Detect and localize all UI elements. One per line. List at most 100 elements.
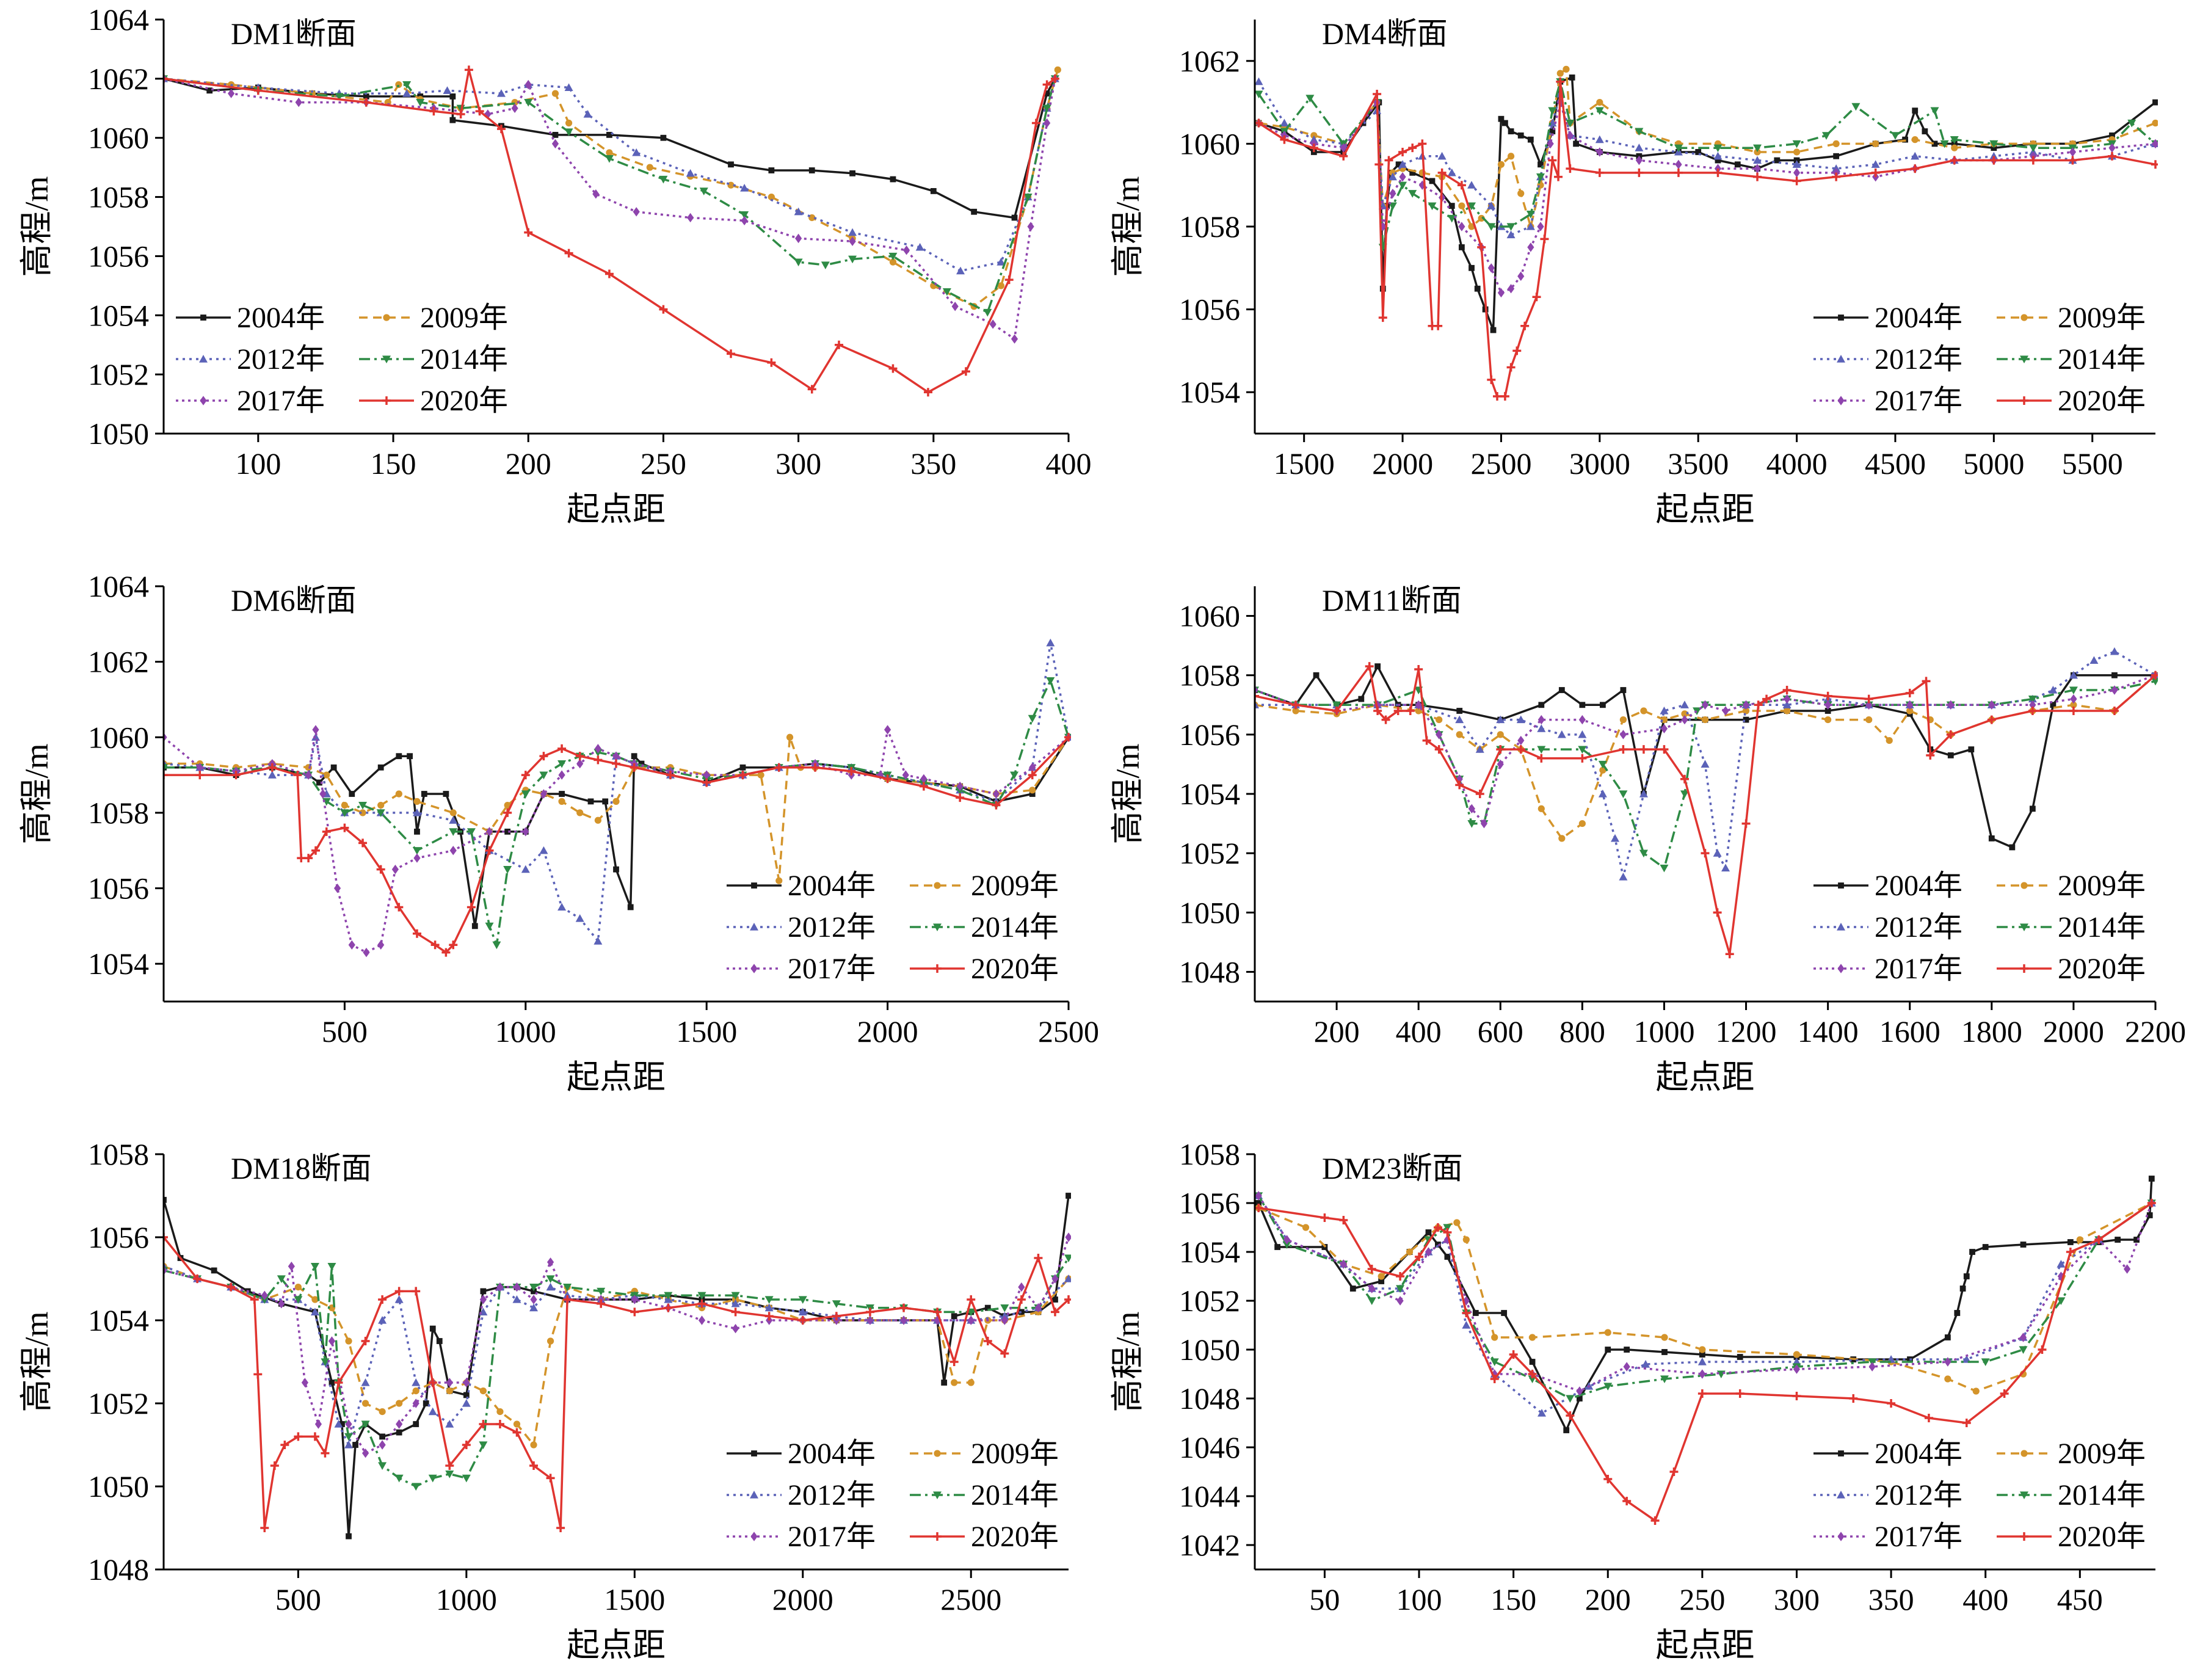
data-point-2012 [731,1299,740,1307]
y-tick-label: 1064 [88,2,149,37]
data-point-2009 [1906,707,1914,715]
data-point-2014 [1619,790,1628,798]
data-point-2004 [1922,128,1928,134]
data-point-2014 [1693,707,1702,715]
data-point-2004 [396,753,402,760]
data-point-2012 [956,266,965,275]
legend-marker-2020 [382,396,391,405]
data-point-2009 [1793,148,1801,156]
y-axis-label: 高程/m [18,1311,55,1412]
y-tick-label: 1058 [88,1137,149,1171]
data-point-2020 [630,763,639,772]
data-point-2014 [1367,1297,1376,1305]
data-point-2009 [775,877,783,884]
data-point-2012 [334,1420,343,1428]
data-point-2004 [951,1313,957,1320]
data-point-2020 [1422,736,1431,745]
data-point-2004 [1395,161,1402,168]
x-axis-label: 起点距 [1656,1627,1755,1664]
data-point-2017 [1468,804,1475,813]
data-point-2014 [1467,202,1476,211]
data-point-2004 [504,828,511,835]
data-point-2004 [1529,1359,1536,1365]
data-point-2017 [1537,222,1544,231]
data-point-2012 [1398,160,1407,168]
chart-panel-6: 50 100 150 200 250 300 350 400 450 1042 1044 1046 10… [1109,1137,2156,1664]
data-point-2012 [997,258,1006,266]
data-point-2020 [1434,745,1443,754]
data-point-2020 [1378,313,1387,322]
x-tick-label: 4500 [1865,446,1926,481]
data-point-2017 [1675,159,1682,169]
data-point-2020 [1554,172,1563,181]
data-point-2012 [496,89,506,97]
data-point-2014 [659,175,668,184]
data-point-2012 [1475,745,1484,753]
data-point-2012 [1792,160,1801,168]
legend-label-2017: 2017年 [788,1521,876,1553]
data-point-2009 [379,1408,386,1416]
data-point-2020 [1443,1228,1452,1237]
data-point-2020 [1987,715,1996,724]
data-point-2014 [1674,144,1683,153]
data-point-2012 [1496,715,1505,724]
data-point-2014 [1753,144,1762,153]
y-tick-label: 1056 [1179,293,1240,327]
data-point-2020 [1520,321,1530,330]
data-point-2020 [1500,391,1509,401]
data-point-2004 [1715,157,1721,164]
legend-label-2012: 2012年 [1875,343,1962,376]
legend-marker-2017 [750,964,758,973]
data-point-2009 [530,1441,537,1449]
data-point-2017 [396,1419,403,1429]
legend-label-2012: 2012年 [1875,1479,1962,1511]
legend-marker-2004 [751,882,757,889]
data-point-2014 [445,1471,454,1478]
data-point-2014 [697,1292,706,1300]
data-point-2020 [1477,242,1486,252]
data-point-2017 [1340,1259,1347,1269]
data-point-2017 [319,789,327,799]
data-point-2004 [2050,702,2057,708]
data-point-2004 [1661,1349,1668,1355]
data-point-2020 [378,1295,387,1304]
data-point-2004 [413,1421,419,1427]
data-point-2020 [260,1524,269,1532]
data-point-2009 [786,733,794,741]
data-point-2004 [2029,805,2036,812]
series-line-2020 [1258,80,2156,398]
data-point-2014 [376,809,385,817]
legend-label-2014: 2014年 [420,343,508,376]
data-point-2012 [529,1303,539,1312]
panel-title: DM11断面 [1322,583,1462,617]
data-point-2020 [1735,1389,1744,1398]
data-point-2017 [1947,700,1955,710]
data-point-2020 [1255,1204,1263,1212]
legend-marker-2017 [200,396,207,405]
data-point-2004 [1947,752,1954,758]
data-point-2004 [602,798,609,805]
data-point-2020 [1512,346,1522,355]
data-point-2014 [664,1292,673,1300]
data-point-2020 [231,771,241,780]
data-point-2012 [2057,1260,2066,1268]
series-line-2004 [164,1195,1070,1538]
data-point-2004 [1444,1254,1451,1260]
series-line-2017 [164,729,1070,954]
data-point-2017 [525,79,532,90]
data-point-2014 [740,211,749,219]
data-point-2014 [467,828,476,836]
data-point-2017 [558,770,565,780]
data-point-2004 [1538,702,1545,708]
data-point-2020 [462,1441,471,1449]
data-point-2017 [1619,730,1627,740]
data-point-2004 [1931,140,1938,147]
data-point-2004 [1474,285,1481,292]
data-point-2012 [1506,230,1516,239]
data-point-2020 [1000,1349,1009,1358]
legend-label-2014: 2014年 [2058,343,2146,376]
data-point-2009 [551,90,559,97]
data-point-2017 [1011,334,1018,344]
data-point-2004 [346,1533,352,1540]
data-point-2020 [1339,151,1348,161]
